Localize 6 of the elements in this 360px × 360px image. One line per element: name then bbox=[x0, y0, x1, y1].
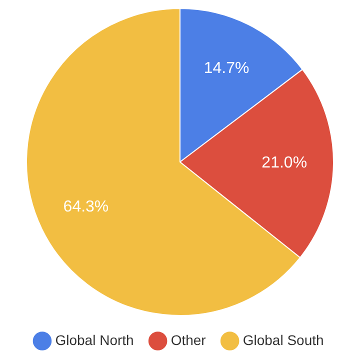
legend-label: Global North bbox=[55, 332, 134, 348]
data-label: 64.3% bbox=[63, 198, 109, 216]
legend-label: Global South bbox=[242, 332, 324, 348]
data-label: 21.0% bbox=[262, 154, 308, 172]
legend-label: Other bbox=[170, 332, 206, 348]
data-label: 14.7% bbox=[204, 60, 250, 77]
